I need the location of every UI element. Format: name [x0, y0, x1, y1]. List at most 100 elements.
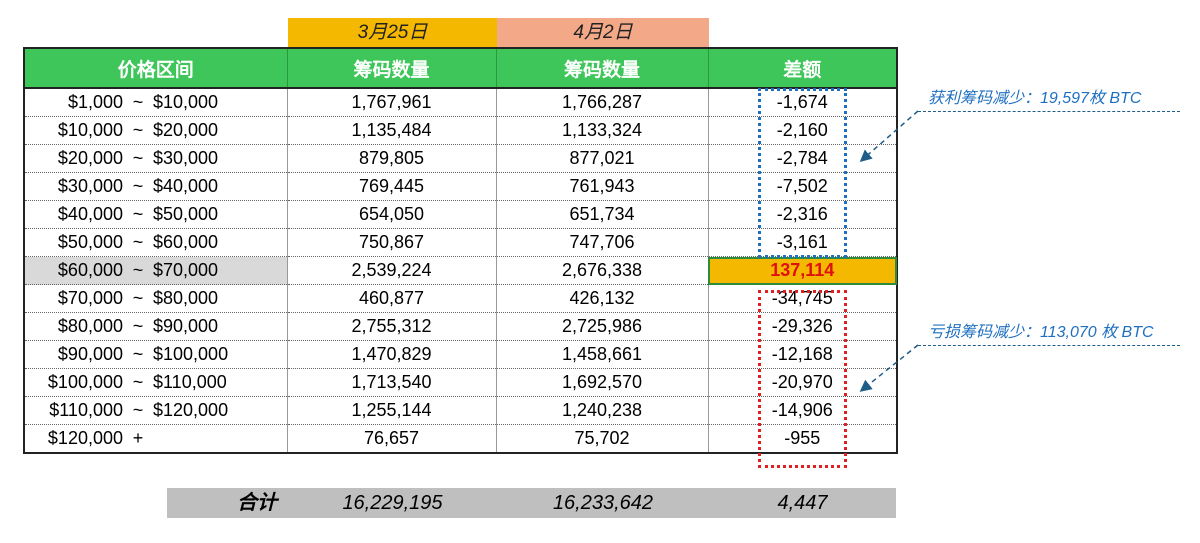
- price-range-cell: $1,000 ~ $10,000: [24, 88, 288, 117]
- price-range-cell: $100,000 ~ $110,000: [24, 368, 288, 397]
- range-separator: ~: [132, 148, 144, 168]
- header-chips-mar25: 筹码数量: [287, 48, 497, 89]
- difference-cell: -14,906: [708, 396, 898, 425]
- price-range-cell: $20,000 ~ $30,000: [24, 144, 288, 173]
- range-separator: ~: [132, 232, 144, 252]
- profit-note-underline: [918, 111, 1180, 112]
- header-chips-apr2: 筹码数量: [496, 48, 709, 89]
- chips-apr2-cell: 761,943: [496, 172, 709, 201]
- table-row: $70,000 ~ $80,000 460,877 426,132 -34,745: [24, 284, 898, 313]
- range-low: $20,000: [57, 148, 123, 168]
- difference-cell: 137,114: [708, 256, 898, 285]
- price-range-cell: $110,000 ~ $120,000: [24, 396, 288, 425]
- range-high: $110,000: [153, 372, 227, 392]
- range-low: $1,000: [67, 92, 123, 112]
- range-high: $20,000: [153, 120, 219, 140]
- range-low: $70,000: [57, 288, 123, 308]
- chips-mar25-cell: 1,255,144: [287, 396, 497, 425]
- range-separator: ~: [132, 260, 144, 280]
- range-high: $90,000: [153, 316, 219, 336]
- chips-mar25-cell: 769,445: [287, 172, 497, 201]
- chips-apr2-cell: 747,706: [496, 228, 709, 257]
- range-separator: ~: [132, 176, 144, 196]
- loss-chips-highlight-box: [758, 290, 847, 468]
- chip-distribution-table: 价格区间 筹码数量 筹码数量 差额 $1,000 ~ $10,000 1,767,96…: [23, 47, 898, 454]
- difference-cell: -2,316: [708, 200, 898, 229]
- loss-note-arrow: [859, 344, 919, 392]
- range-high: $120,000: [153, 400, 229, 420]
- chips-apr2-cell: 1,240,238: [496, 396, 709, 425]
- chips-apr2-cell: 1,458,661: [496, 340, 709, 369]
- chips-mar25-cell: 460,877: [287, 284, 497, 313]
- totals-row: 合计 16,229,195 16,233,642 4,447: [167, 488, 896, 518]
- range-low: $40,000: [57, 204, 123, 224]
- difference-cell: -12,168: [708, 340, 898, 369]
- difference-cell: -955: [708, 424, 898, 453]
- header-price-range: 价格区间: [24, 48, 288, 89]
- range-high: $80,000: [153, 288, 219, 308]
- chips-mar25-cell: 1,135,484: [287, 116, 497, 145]
- header-difference: 差额: [708, 48, 898, 89]
- difference-cell: -29,326: [708, 312, 898, 341]
- price-range-cell: $30,000 ~ $40,000: [24, 172, 288, 201]
- totals-label: 合计: [237, 492, 277, 514]
- date-header-mar25: 3月25日: [288, 18, 497, 47]
- table-row: $120,000 +76,657 75,702 -955: [24, 424, 898, 453]
- chips-apr2-cell: 2,725,986: [496, 312, 709, 341]
- difference-cell: -2,160: [708, 116, 898, 145]
- chips-mar25-cell: 1,470,829: [287, 340, 497, 369]
- chips-mar25-cell: 2,755,312: [287, 312, 497, 341]
- range-high: $70,000: [153, 260, 219, 280]
- totals-difference: 4,447: [777, 492, 828, 514]
- table-row: $110,000 ~ $120,000 1,255,144 1,240,238 -14,9…: [24, 396, 898, 425]
- date-header-apr2: 4月2日: [497, 18, 709, 47]
- table-row: $60,000 ~ $70,000 2,539,224 2,676,338 137,114: [24, 256, 898, 285]
- range-separator: ~: [132, 372, 144, 392]
- difference-cell: -1,674: [708, 88, 898, 117]
- chips-apr2-cell: 2,676,338: [496, 256, 709, 285]
- table-row: $30,000 ~ $40,000 769,445 761,943 -7,502: [24, 172, 898, 201]
- range-high: $10,000: [153, 92, 219, 112]
- difference-cell: -3,161: [708, 228, 898, 257]
- profit-chips-highlight-box: [758, 88, 847, 258]
- range-low: $90,000: [57, 344, 123, 364]
- range-separator: +: [132, 428, 144, 448]
- table-row: $10,000 ~ $20,000 1,135,484 1,133,324 -2,160: [24, 116, 898, 145]
- chips-mar25-cell: 879,805: [287, 144, 497, 173]
- profit-chips-note: 获利筹码减少：19,597枚 BTC: [928, 90, 1142, 107]
- chips-apr2-cell: 651,734: [496, 200, 709, 229]
- chips-mar25-cell: 750,867: [287, 228, 497, 257]
- chips-mar25-cell: 76,657: [287, 424, 497, 453]
- price-range-cell: $10,000 ~ $20,000: [24, 116, 288, 145]
- range-separator: ~: [132, 120, 144, 140]
- loss-note-underline: [918, 345, 1180, 346]
- totals-chips-apr2: 16,233,642: [552, 492, 654, 514]
- price-range-cell: $120,000 +: [24, 424, 288, 453]
- chips-apr2-cell: 1,692,570: [496, 368, 709, 397]
- loss-chips-note: 亏损筹码减少：113,070 枚 BTC: [928, 324, 1154, 341]
- range-separator: ~: [132, 92, 144, 112]
- chips-apr2-cell: 1,766,287: [496, 88, 709, 117]
- range-low: $80,000: [57, 316, 123, 336]
- chips-apr2-cell: 877,021: [496, 144, 709, 173]
- chips-apr2-cell: 1,133,324: [496, 116, 709, 145]
- range-low: $60,000: [57, 260, 123, 280]
- range-low: $10,000: [57, 120, 123, 140]
- price-range-cell: $40,000 ~ $50,000: [24, 200, 288, 229]
- chips-mar25-cell: 1,767,961: [287, 88, 497, 117]
- range-low: $50,000: [57, 232, 123, 252]
- range-low: $120,000: [47, 428, 123, 448]
- range-separator: ~: [132, 288, 144, 308]
- table-row: $1,000 ~ $10,000 1,767,961 1,766,287 -1,674: [24, 88, 898, 117]
- range-separator: ~: [132, 316, 144, 336]
- totals-chips-mar25: 16,229,195: [342, 492, 443, 514]
- price-range-cell: $50,000 ~ $60,000: [24, 228, 288, 257]
- table-row: $40,000 ~ $50,000 654,050 651,734 -2,316: [24, 200, 898, 229]
- chips-apr2-cell: 75,702: [496, 424, 709, 453]
- chips-mar25-cell: 1,713,540: [287, 368, 497, 397]
- table-row: $90,000 ~ $100,000 1,470,829 1,458,661 -12,16…: [24, 340, 898, 369]
- range-separator: ~: [132, 204, 144, 224]
- range-high: $50,000: [153, 204, 219, 224]
- price-range-cell: $80,000 ~ $90,000: [24, 312, 288, 341]
